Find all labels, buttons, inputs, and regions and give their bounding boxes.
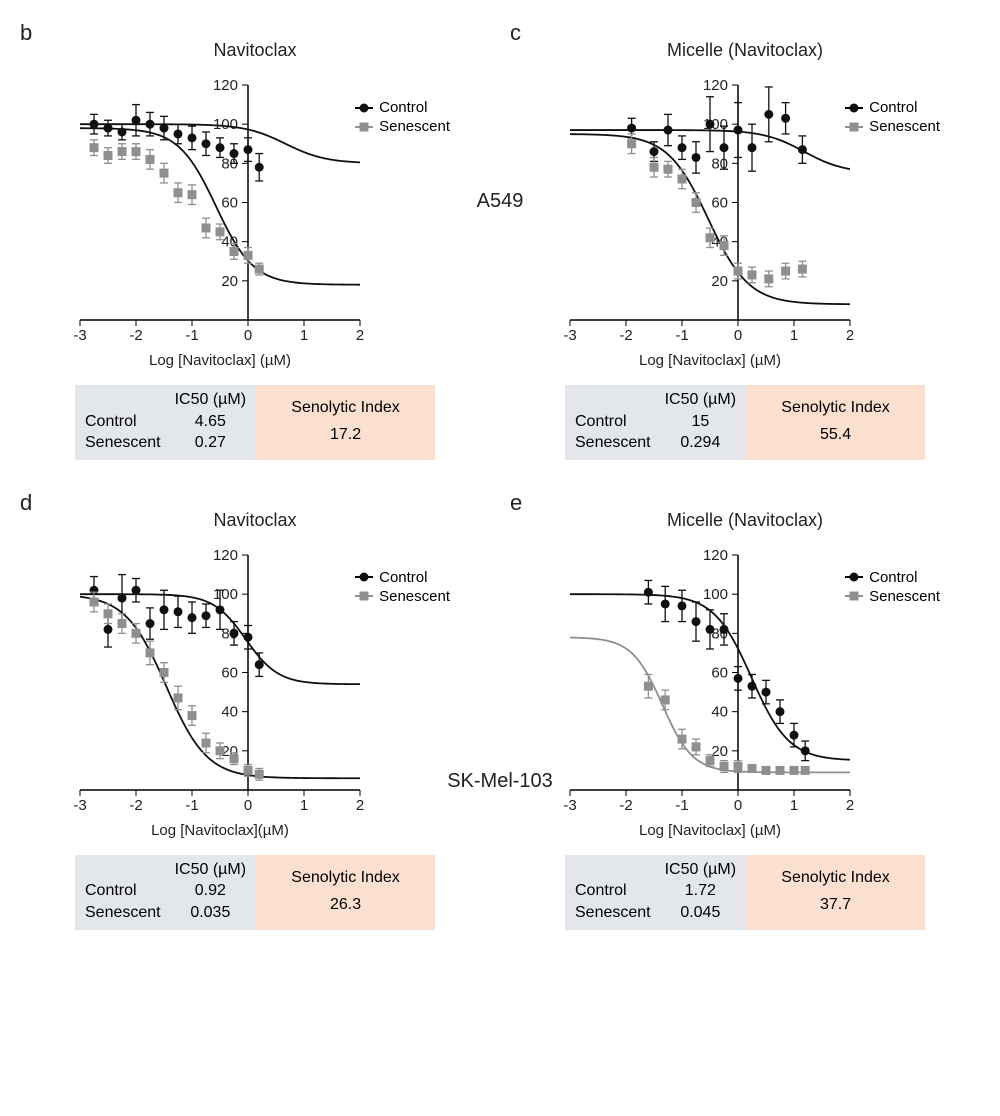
panel-letter-d: d — [20, 490, 32, 516]
svg-text:40: 40 — [711, 703, 728, 720]
ic50-table-c: IC50 (µM) Control 15 Senescent 0.294 Senol… — [565, 385, 925, 460]
svg-text:-2: -2 — [129, 797, 142, 814]
ic50-senescent-label: Senescent — [85, 902, 161, 924]
ic50-senescent-label: Senescent — [575, 432, 651, 454]
senolytic-index-val: 17.2 — [330, 424, 361, 446]
ic50-senescent-val: 0.045 — [665, 902, 736, 924]
legend-senescent-label: Senescent — [379, 118, 450, 135]
ic50-senescent-label: Senescent — [575, 902, 651, 924]
ic50-senescent-val: 0.035 — [175, 902, 246, 924]
svg-text:60: 60 — [221, 195, 238, 212]
panel-title-b: Navitoclax — [20, 40, 490, 61]
svg-text:-2: -2 — [619, 797, 632, 814]
ic50-control-val: 15 — [665, 411, 736, 433]
svg-text:Log [Navitoclax] (µM): Log [Navitoclax] (µM) — [639, 822, 781, 839]
ic50-table-d: IC50 (µM) Control 0.92 Senescent 0.035 Sen… — [75, 855, 435, 930]
svg-text:0: 0 — [734, 797, 742, 814]
svg-text:40: 40 — [221, 703, 238, 720]
senolytic-index-val: 37.7 — [820, 894, 851, 916]
ic50-header: IC50 (µM) — [175, 859, 246, 881]
legend-control-label: Control — [379, 99, 427, 116]
svg-text:2: 2 — [846, 327, 854, 344]
panel-b: b Navitoclax Control Senescent -3-2-1012… — [20, 20, 490, 460]
svg-text:Log [Navitoclax](µM): Log [Navitoclax](µM) — [151, 822, 289, 839]
svg-text:0: 0 — [734, 327, 742, 344]
ic50-control-val: 4.65 — [175, 411, 246, 433]
svg-text:Log [Navitoclax] (µM): Log [Navitoclax] (µM) — [639, 352, 781, 369]
svg-text:120: 120 — [213, 77, 238, 94]
ic50-table-e: IC50 (µM) Control 1.72 Senescent 0.045 Sen… — [565, 855, 925, 930]
svg-text:-3: -3 — [73, 797, 86, 814]
senolytic-index-val: 55.4 — [820, 424, 851, 446]
legend-c: Control Senescent — [845, 99, 940, 137]
legend-d: Control Senescent — [355, 569, 450, 607]
svg-text:-2: -2 — [129, 327, 142, 344]
svg-text:0: 0 — [244, 327, 252, 344]
svg-text:20: 20 — [711, 273, 728, 290]
svg-text:100: 100 — [213, 586, 238, 603]
svg-text:2: 2 — [356, 327, 364, 344]
legend-b: Control Senescent — [355, 99, 450, 137]
svg-text:120: 120 — [703, 547, 728, 564]
svg-text:120: 120 — [703, 77, 728, 94]
senolytic-index-header: Senolytic Index — [781, 867, 890, 889]
svg-text:-3: -3 — [73, 327, 86, 344]
ic50-senescent-label: Senescent — [85, 432, 161, 454]
senolytic-index-val: 26.3 — [330, 894, 361, 916]
senolytic-index-header: Senolytic Index — [781, 397, 890, 419]
ic50-table-b: IC50 (µM) Control 4.65 Senescent 0.27 Seno… — [75, 385, 435, 460]
svg-text:20: 20 — [221, 273, 238, 290]
ic50-control-label: Control — [575, 880, 651, 902]
svg-text:60: 60 — [711, 195, 728, 212]
panel-title-e: Micelle (Navitoclax) — [510, 510, 980, 531]
ic50-control-label: Control — [85, 880, 161, 902]
svg-text:-1: -1 — [185, 797, 198, 814]
panel-e: e Micelle (Navitoclax) Control Senescent… — [510, 490, 980, 930]
svg-text:0: 0 — [244, 797, 252, 814]
ic50-header: IC50 (µM) — [175, 389, 246, 411]
panel-title-d: Navitoclax — [20, 510, 490, 531]
panel-letter-e: e — [510, 490, 522, 516]
legend-senescent-label: Senescent — [379, 588, 450, 605]
svg-text:Log [Navitoclax] (µM): Log [Navitoclax] (µM) — [149, 352, 291, 369]
svg-text:60: 60 — [711, 664, 728, 681]
panel-c: c Micelle (Navitoclax) Control Senescent… — [510, 20, 980, 460]
ic50-senescent-val: 0.294 — [665, 432, 736, 454]
panel-d: d Navitoclax Control Senescent -3-2-1012… — [20, 490, 490, 930]
panel-title-c: Micelle (Navitoclax) — [510, 40, 980, 61]
svg-text:-1: -1 — [185, 327, 198, 344]
senolytic-index-header: Senolytic Index — [291, 397, 400, 419]
panel-letter-b: b — [20, 20, 32, 46]
svg-text:-3: -3 — [563, 327, 576, 344]
panel-letter-c: c — [510, 20, 521, 46]
svg-text:100: 100 — [703, 586, 728, 603]
svg-text:1: 1 — [790, 327, 798, 344]
svg-text:2: 2 — [846, 797, 854, 814]
figure-grid: A549 SK-Mel-103 b Navitoclax Control Sen… — [20, 20, 980, 930]
legend-control-label: Control — [379, 569, 427, 586]
senolytic-index-header: Senolytic Index — [291, 867, 400, 889]
legend-e: Control Senescent — [845, 569, 940, 607]
ic50-senescent-val: 0.27 — [175, 432, 246, 454]
svg-text:120: 120 — [213, 547, 238, 564]
svg-text:60: 60 — [221, 664, 238, 681]
legend-senescent-label: Senescent — [869, 588, 940, 605]
svg-text:2: 2 — [356, 797, 364, 814]
svg-text:-3: -3 — [563, 797, 576, 814]
svg-text:1: 1 — [300, 327, 308, 344]
ic50-control-val: 0.92 — [175, 880, 246, 902]
svg-text:1: 1 — [790, 797, 798, 814]
ic50-header: IC50 (µM) — [665, 389, 736, 411]
ic50-control-label: Control — [85, 411, 161, 433]
ic50-header: IC50 (µM) — [665, 859, 736, 881]
ic50-control-val: 1.72 — [665, 880, 736, 902]
svg-text:-1: -1 — [675, 797, 688, 814]
svg-text:-2: -2 — [619, 327, 632, 344]
ic50-control-label: Control — [575, 411, 651, 433]
svg-text:-1: -1 — [675, 327, 688, 344]
legend-control-label: Control — [869, 569, 917, 586]
legend-control-label: Control — [869, 99, 917, 116]
legend-senescent-label: Senescent — [869, 118, 940, 135]
svg-text:1: 1 — [300, 797, 308, 814]
